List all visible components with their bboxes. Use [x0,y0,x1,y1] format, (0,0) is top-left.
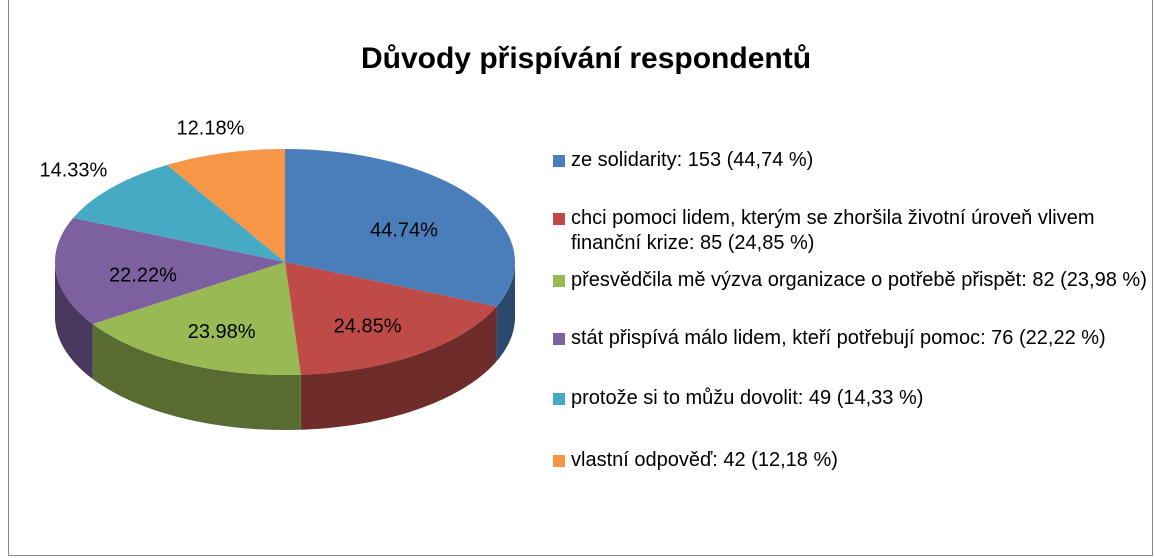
legend-swatch [553,275,565,287]
legend-swatch [553,333,565,345]
slice-side [55,262,93,380]
slice [55,217,286,325]
legend-swatch [553,393,565,405]
legend-label: přesvědčila mě výzva organizace o potřeb… [571,269,1147,291]
legend-label: chci pomoci lidem, kterým se zhoršila ži… [571,207,1095,254]
chart-title: Důvody přispívání respondentů [361,42,811,75]
chart-frame [8,0,1153,556]
data-label: 14.33% [39,160,107,182]
data-label: 22.22% [109,265,177,287]
slice [73,164,285,262]
slice-side [300,306,497,430]
data-label: 44.74% [370,220,438,242]
legend-label: protože si to můžu dovolit: 49 (14,33 %) [571,387,924,409]
legend-item: přesvědčila mě výzva organizace o potřeb… [553,268,1153,293]
data-label: 12.18% [177,117,245,139]
legend-label: ze solidarity: 153 (44,74 %) [571,149,814,171]
legend-item: vlastní odpověď: 42 (12,18 %) [553,448,1153,473]
legend-item: ze solidarity: 153 (44,74 %) [553,148,1153,173]
data-label: 23.98% [188,321,256,343]
pie-tops [55,149,515,375]
legend-label: vlastní odpověď: 42 (12,18 %) [571,449,838,471]
legend-swatch [553,455,565,467]
slice [285,262,497,375]
legend-swatch [553,155,565,167]
legend-swatch [553,213,565,225]
legend-item: protože si to můžu dovolit: 49 (14,33 %) [553,386,1153,411]
slice [167,149,285,262]
legend-label: stát přispívá málo lidem, kteří potřebuj… [571,327,1106,349]
legend-item: stát přispívá málo lidem, kteří potřebuj… [553,326,1153,351]
slice-side [496,262,515,362]
legend-item: chci pomoci lidem, kterým se zhoršila ži… [553,206,1153,256]
pie-sides [55,262,515,430]
slice [92,262,301,375]
data-label: 24.85% [334,315,402,337]
slice-side [92,324,301,430]
slice [285,149,515,307]
